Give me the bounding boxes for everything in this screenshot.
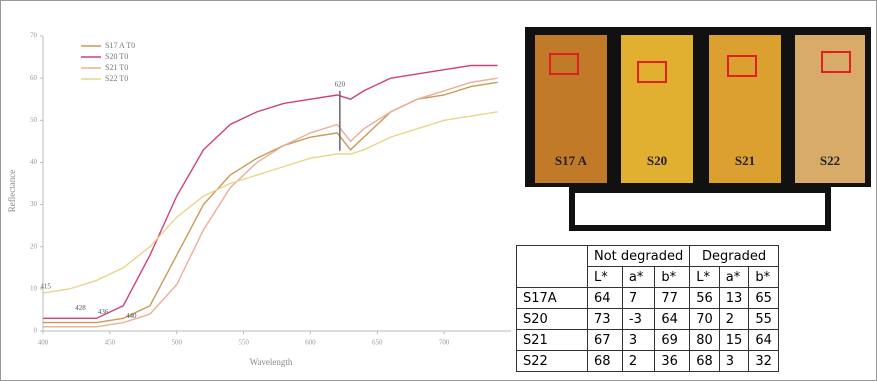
swatch: S17 A [535, 35, 607, 183]
table-cell: 68 [690, 351, 720, 372]
annotation: 428 [75, 304, 86, 312]
legend-label: S20 T0 [105, 52, 128, 61]
photo-label: S21 [709, 153, 781, 169]
table-cell [517, 246, 588, 288]
table-cell: 15 [719, 330, 749, 351]
table-cell: 55 [749, 309, 779, 330]
table-cell: 67 [588, 330, 623, 351]
x-tick-label: 600 [305, 339, 316, 347]
swatch: S22 [795, 35, 865, 183]
x-tick-label: 700 [439, 339, 450, 347]
annotation: 440 [126, 312, 137, 320]
series-line [43, 66, 498, 319]
table-cell: 80 [690, 330, 720, 351]
table-cell: 70 [690, 309, 720, 330]
figure: Wavelength Reflectance 0 10 20 30 40 50 60 70 40… [0, 0, 877, 381]
sample-photo: S17 A S20 S21 S22 [525, 27, 871, 187]
ruler [569, 187, 831, 231]
table-cell: a* [719, 267, 749, 288]
swatch: S20 [621, 35, 693, 183]
table-cell: -3 [622, 309, 654, 330]
legend-label: S17 A T0 [105, 41, 135, 50]
table-cell: S17A [517, 288, 588, 309]
swatch: S21 [709, 35, 781, 183]
x-tick-label: 500 [171, 339, 182, 347]
y-tick-label: 0 [34, 327, 38, 335]
photo-label: S17 A [535, 153, 607, 169]
y-tick-label: 60 [30, 74, 38, 82]
x-tick-label: 450 [105, 339, 116, 347]
table-cell: 2 [622, 351, 654, 372]
y-tick-label: 20 [30, 242, 38, 250]
table-cell: 64 [655, 309, 690, 330]
table-cell: 65 [749, 288, 779, 309]
table-cell: L* [588, 267, 623, 288]
photo-label: S22 [795, 153, 865, 169]
annotation: 436 [98, 308, 109, 316]
table-cell: S22 [517, 351, 588, 372]
y-axis-label: Reflectance [7, 170, 17, 212]
table-cell: 3 [719, 351, 749, 372]
table-cell: S20 [517, 309, 588, 330]
table-cell: S21 [517, 330, 588, 351]
table-cell: 32 [749, 351, 779, 372]
table-cell: 2 [719, 309, 749, 330]
table-cell: 7 [622, 288, 654, 309]
table-cell: 64 [749, 330, 779, 351]
x-tick-label: 650 [372, 339, 383, 347]
series-line [43, 112, 498, 293]
y-tick-label: 70 [30, 32, 38, 40]
legend-label: S21 T0 [105, 63, 128, 72]
table-cell: 36 [655, 351, 690, 372]
annotation: 620 [335, 80, 346, 88]
series-line [43, 82, 498, 322]
table-cell: 3 [622, 330, 654, 351]
table-cell: 73 [588, 309, 623, 330]
table-cell: b* [655, 267, 690, 288]
table-cell: 68 [588, 351, 623, 372]
table-cell: 13 [719, 288, 749, 309]
photo-label: S20 [621, 153, 693, 169]
annotation: 415 [40, 283, 51, 291]
table-cell: 69 [655, 330, 690, 351]
table-cell: 56 [690, 288, 720, 309]
x-axis-label: Wavelength [250, 357, 293, 367]
y-tick-label: 30 [30, 200, 38, 208]
y-tick-label: 50 [30, 116, 38, 124]
table-cell: 77 [655, 288, 690, 309]
x-tick-label: 400 [38, 339, 49, 347]
table-cell: b* [749, 267, 779, 288]
y-tick-label: 40 [30, 158, 38, 166]
series-line [43, 78, 498, 327]
legend-label: S22 T0 [105, 74, 128, 83]
table-cell: 64 [588, 288, 623, 309]
table-cell: a* [622, 267, 654, 288]
table-cell: Degraded [690, 246, 779, 267]
x-tick-label: 550 [238, 339, 249, 347]
chart: Wavelength Reflectance 0 10 20 30 40 50 60 70 40… [1, 1, 513, 380]
table-cell: Not degraded [588, 246, 690, 267]
y-tick-label: 10 [30, 284, 38, 292]
table-cell: L* [690, 267, 720, 288]
